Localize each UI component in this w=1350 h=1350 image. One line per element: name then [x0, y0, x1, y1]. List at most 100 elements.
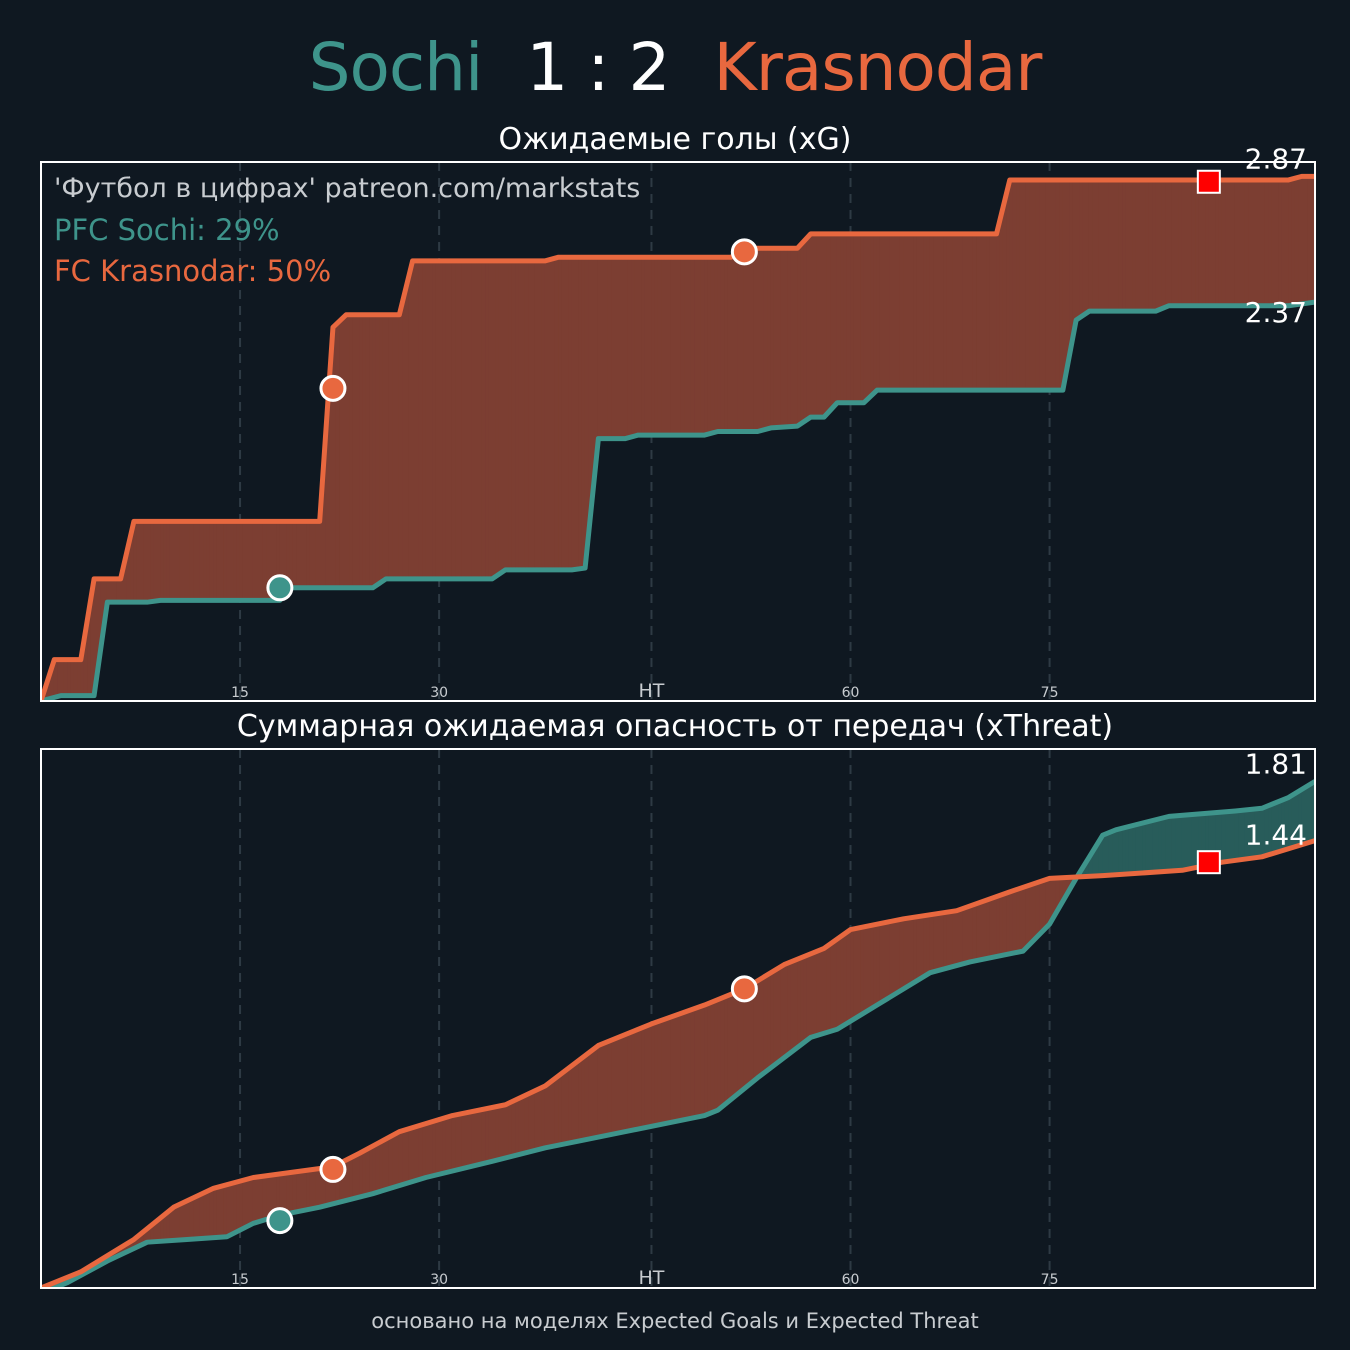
- area-fill-segment: [554, 256, 559, 571]
- area-fill-segment: [485, 260, 490, 580]
- area-fill-segment: [724, 994, 729, 1106]
- area-fill-segment: [720, 256, 725, 432]
- area-fill-segment: [611, 256, 616, 440]
- area-fill-segment: [209, 1187, 214, 1239]
- area-fill-segment: [1142, 179, 1147, 312]
- area-fill-segment: [787, 247, 792, 428]
- area-fill-segment: [1161, 816, 1167, 873]
- area-fill-segment: [607, 1039, 613, 1136]
- area-fill-segment: [846, 233, 851, 404]
- area-fill-segment: [1145, 820, 1150, 874]
- area-fill-segment: [893, 233, 898, 391]
- area-fill-segment: [763, 973, 768, 1074]
- area-fill-segment: [836, 935, 841, 1030]
- area-fill-segment: [621, 256, 626, 440]
- area-fill-segment: [883, 921, 888, 1002]
- area-fill-segment: [1089, 179, 1094, 312]
- area-fill-segment: [1238, 179, 1243, 307]
- area-fill-segment: [518, 260, 523, 571]
- area-fill-segment: [1171, 179, 1177, 307]
- area-fill-segment: [654, 256, 659, 436]
- area-fill-segment: [382, 314, 387, 582]
- area-fill-segment: [597, 1043, 603, 1138]
- area-fill-segment: [607, 256, 613, 440]
- area-fill-segment: [365, 1147, 370, 1196]
- area-fill-segment: [554, 1074, 559, 1147]
- area-fill-segment: [428, 1121, 433, 1178]
- area-fill-segment: [876, 923, 881, 1006]
- area-fill-segment: [578, 1057, 583, 1142]
- area-fill-segment: [392, 314, 397, 580]
- area-fill-segment: [77, 659, 82, 697]
- area-fill-segment: [551, 1077, 556, 1147]
- area-fill-segment: [1148, 179, 1153, 312]
- area-fill-segment: [962, 233, 968, 391]
- area-fill-segment: [637, 256, 642, 436]
- area-fill-segment: [541, 1085, 546, 1150]
- area-fill-segment: [223, 520, 228, 601]
- area-fill-segment: [571, 1062, 576, 1143]
- area-fill-segment: [564, 256, 569, 571]
- area-fill-segment: [534, 1088, 540, 1151]
- area-fill-segment: [876, 233, 881, 391]
- area-fill-segment: [1195, 179, 1200, 307]
- area-fill-segment: [1016, 887, 1021, 953]
- area-fill-segment: [916, 233, 921, 391]
- area-fill-segment: [451, 1114, 457, 1172]
- area-fill-segment: [1228, 179, 1233, 307]
- area-fill-segment: [1072, 179, 1077, 338]
- area-fill-segment: [223, 1184, 228, 1238]
- area-fill-segment: [1112, 179, 1117, 312]
- area-fill-segment: [1022, 885, 1027, 953]
- area-fill-segment: [236, 520, 241, 601]
- area-fill-segment: [760, 247, 765, 432]
- area-fill-segment: [1102, 179, 1107, 312]
- area-fill-segment: [485, 1107, 490, 1164]
- area-fill-segment: [355, 1152, 360, 1199]
- x-tick-label: 75: [1041, 1272, 1059, 1288]
- area-fill-segment: [770, 969, 775, 1069]
- area-fill-segment: [614, 1036, 619, 1135]
- area-fill-segment: [458, 260, 463, 580]
- area-fill-segment: [488, 1106, 493, 1163]
- area-fill-segment: [206, 520, 211, 601]
- area-fill-segment: [700, 256, 705, 436]
- area-fill-segment: [704, 256, 709, 436]
- area-fill-segment: [617, 256, 622, 440]
- away-end-value: 1.44: [1245, 819, 1307, 852]
- area-fill-segment: [1092, 179, 1097, 312]
- area-fill-segment: [1155, 179, 1160, 312]
- area-fill-segment: [1112, 829, 1117, 876]
- area-fill-segment: [879, 233, 885, 391]
- area-fill-segment: [528, 1091, 533, 1153]
- area-fill-segment: [773, 247, 778, 429]
- area-fill-segment: [753, 247, 759, 432]
- area-fill-segment: [312, 1168, 317, 1209]
- area-fill-segment: [176, 520, 181, 601]
- area-fill-segment: [1211, 179, 1216, 307]
- area-fill-segment: [992, 233, 997, 391]
- area-fill-segment: [1288, 178, 1293, 307]
- area-fill-segment: [73, 659, 78, 697]
- area-fill-segment: [365, 314, 370, 589]
- area-fill-segment: [548, 258, 553, 571]
- area-fill-segment: [946, 233, 951, 391]
- area-fill-segment: [1231, 179, 1236, 307]
- area-fill-segment: [972, 233, 977, 391]
- area-fill-segment: [1118, 827, 1123, 875]
- area-fill-segment: [342, 313, 347, 589]
- area-fill-segment: [694, 256, 699, 436]
- area-fill-segment: [644, 256, 649, 436]
- area-fill-segment: [521, 1094, 526, 1155]
- area-fill-segment: [581, 1054, 586, 1141]
- area-fill-segment: [209, 520, 214, 601]
- area-fill-segment: [1039, 880, 1044, 936]
- area-fill-segment: [286, 1172, 291, 1215]
- area-fill-segment: [296, 520, 301, 589]
- area-fill-segment: [969, 904, 974, 963]
- xthreat-chart: 15 30 HT 60 75 1.81 1.44: [40, 747, 1316, 1289]
- area-fill-segment: [846, 928, 851, 1024]
- area-fill-segment: [1118, 179, 1123, 312]
- area-fill-segment: [1012, 179, 1017, 391]
- area-fill-segment: [737, 989, 742, 1095]
